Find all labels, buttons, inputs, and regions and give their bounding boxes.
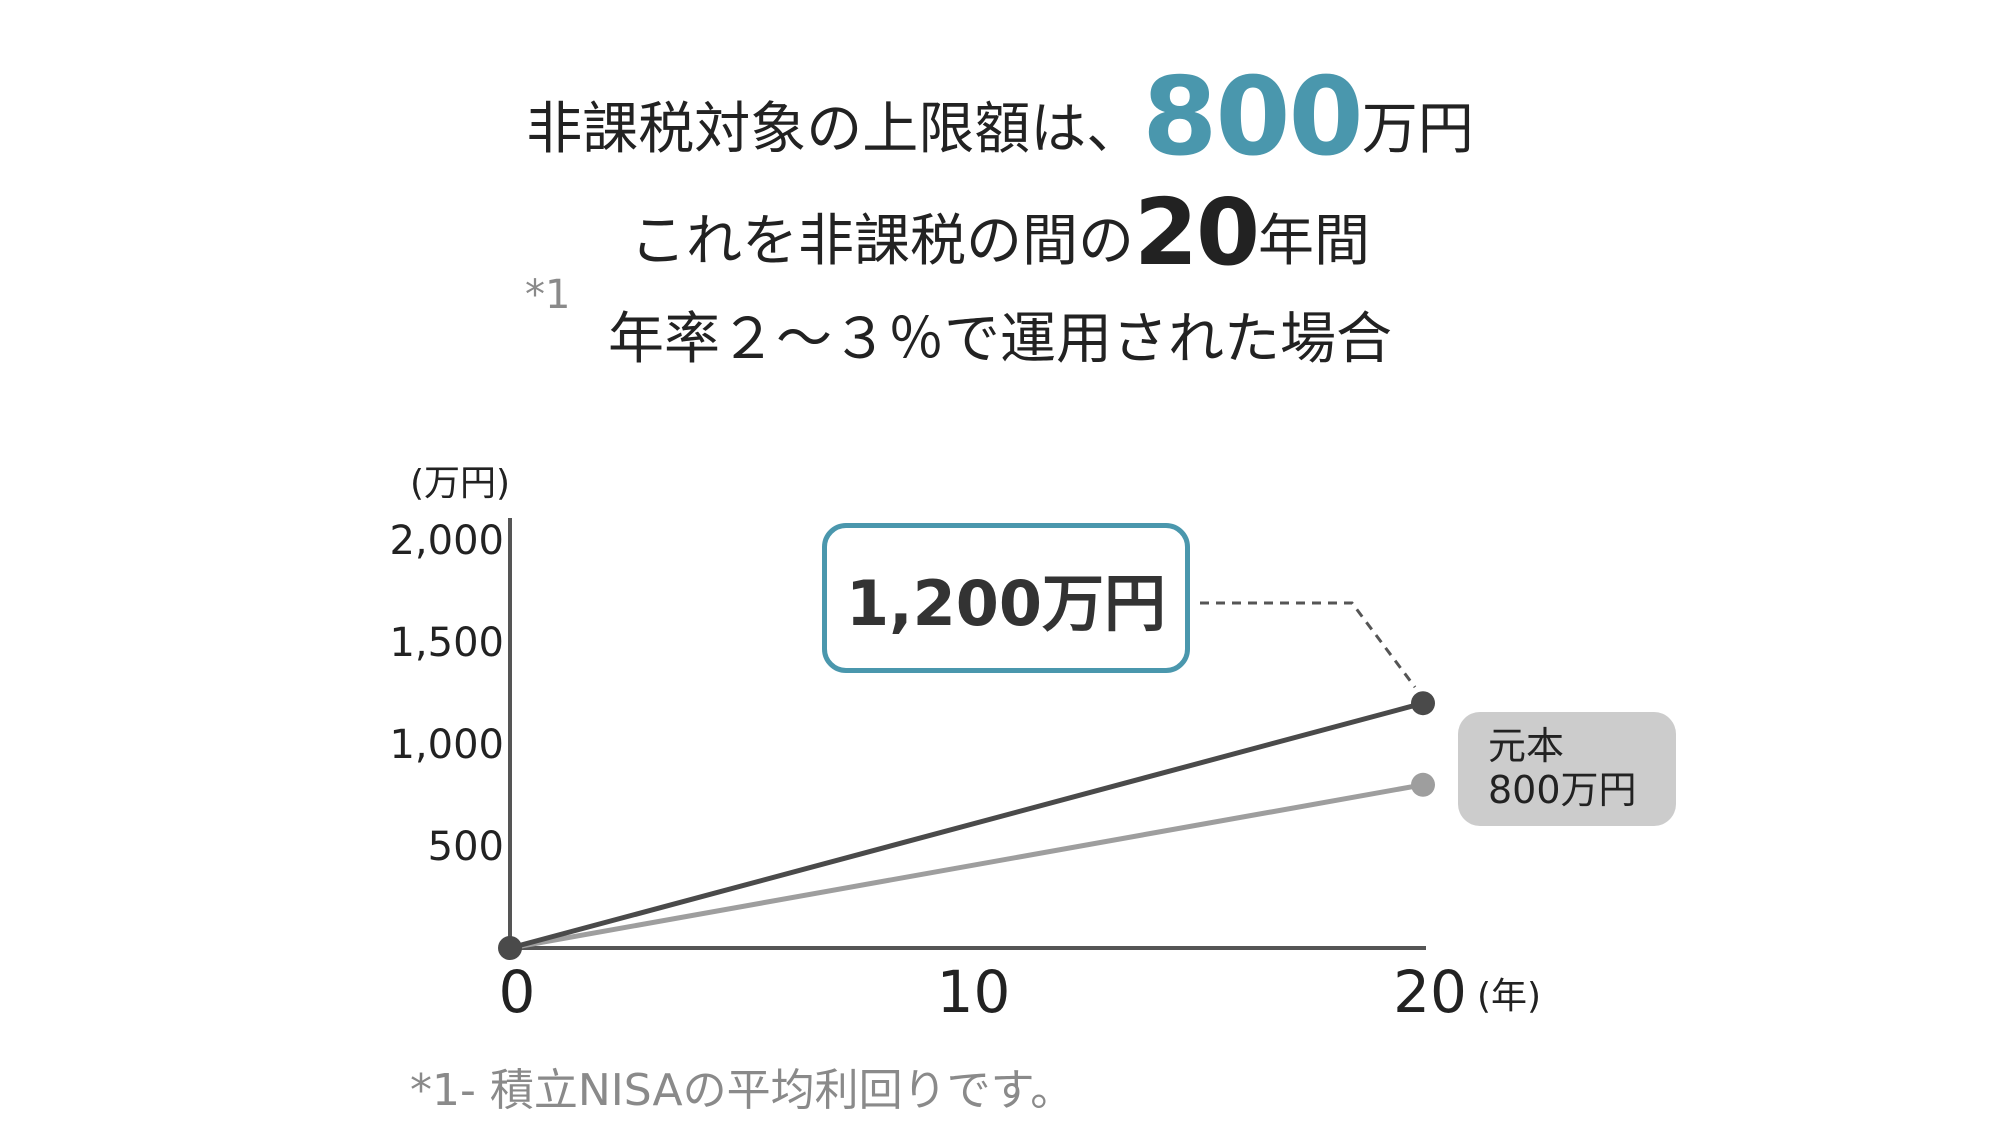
- series-line: [507, 700, 1426, 951]
- footnote-text: *1- 積立NISAの平均利回りです。: [410, 1065, 1075, 1116]
- y-tick-label: 2,000: [389, 518, 504, 564]
- headline-line-1-suffix: 万円: [1361, 97, 1474, 162]
- principal-label-box: 元本 800万円: [1458, 712, 1676, 826]
- series-line: [507, 782, 1426, 951]
- x-tick-label: 10: [937, 958, 1011, 1026]
- headline-years-value: 20: [1133, 179, 1260, 286]
- series-end-point: [1411, 772, 1435, 797]
- y-tick-label: 1,500: [389, 620, 504, 666]
- headline-line-2-prefix: これを非課税の間の: [629, 209, 1134, 274]
- headline-line-2-suffix: 年間: [1258, 209, 1371, 274]
- series-end-point: [1411, 691, 1435, 716]
- x-tick-label: 0: [499, 958, 536, 1026]
- headline-line-1: 非課税対象の上限額は、800万円: [0, 58, 2000, 190]
- headline-line-2: これを非課税の間の 20年間: [0, 178, 2000, 299]
- origin-point: [498, 936, 522, 960]
- y-unit-label: (万円): [410, 463, 510, 504]
- x-tick-label: 20: [1393, 958, 1467, 1026]
- footnote-marker: *1: [525, 272, 571, 318]
- headline-line-1-prefix: 非課税対象の上限額は、: [526, 97, 1143, 162]
- headline-limit-value: 800: [1142, 55, 1363, 180]
- final-value-callout: 1,200万円: [822, 523, 1190, 673]
- x-unit-label: (年): [1477, 976, 1541, 1017]
- principal-label-title: 元本: [1488, 724, 1565, 768]
- highlighted-period: 20年間: [1125, 178, 1387, 299]
- y-tick-label: 500: [428, 824, 504, 870]
- y-tick-label: 1,000: [389, 722, 504, 768]
- principal-label-value: 800万円: [1488, 768, 1637, 812]
- headline-line-3: 年率２～３％で運用された場合: [608, 307, 1392, 372]
- callout-leader-line: [1200, 601, 1417, 689]
